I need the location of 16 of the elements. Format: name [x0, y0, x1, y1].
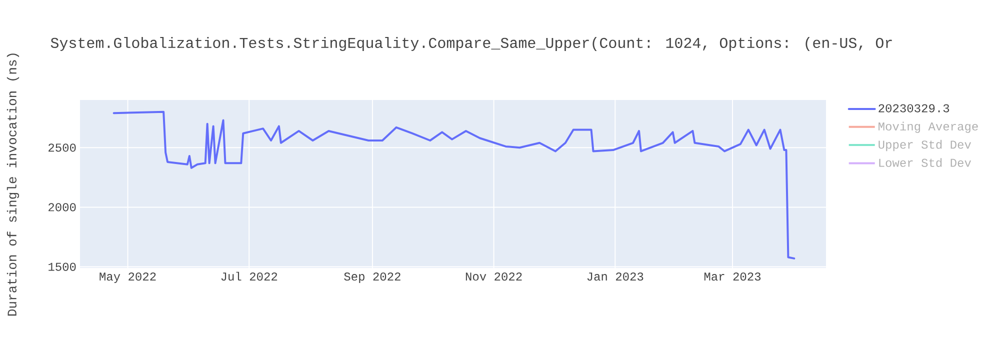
legend-label: Moving Average	[878, 122, 978, 133]
x-tick-label: May 2022	[100, 272, 156, 284]
x-tick-label: Jan 2023	[587, 272, 644, 281]
x-tick-label: Nov 2022	[466, 272, 522, 281]
legend-label: 20230329.3	[878, 104, 950, 112]
x-tick-label: Sep 2022	[344, 272, 400, 284]
line-series	[112, 110, 796, 260]
y-tick-label: 2500	[48, 144, 76, 152]
y-tick-label: 1500	[48, 262, 76, 271]
legend-label: Lower Std Dev	[879, 158, 972, 167]
y-axis-title: Duration of single invocation (ns)	[6, 54, 20, 316]
y-tick-label: 2000	[48, 203, 76, 212]
chart-title: System.Globalization.Tests.StringEquality.Compare_Same_Upper(Count: 1024, Options: (en-US, Or	[50, 37, 892, 51]
x-tick-label: Mar 2023	[704, 272, 761, 281]
legend-label: Upper Std Dev	[878, 140, 972, 152]
x-tick-label: Jul 2022	[221, 272, 278, 281]
